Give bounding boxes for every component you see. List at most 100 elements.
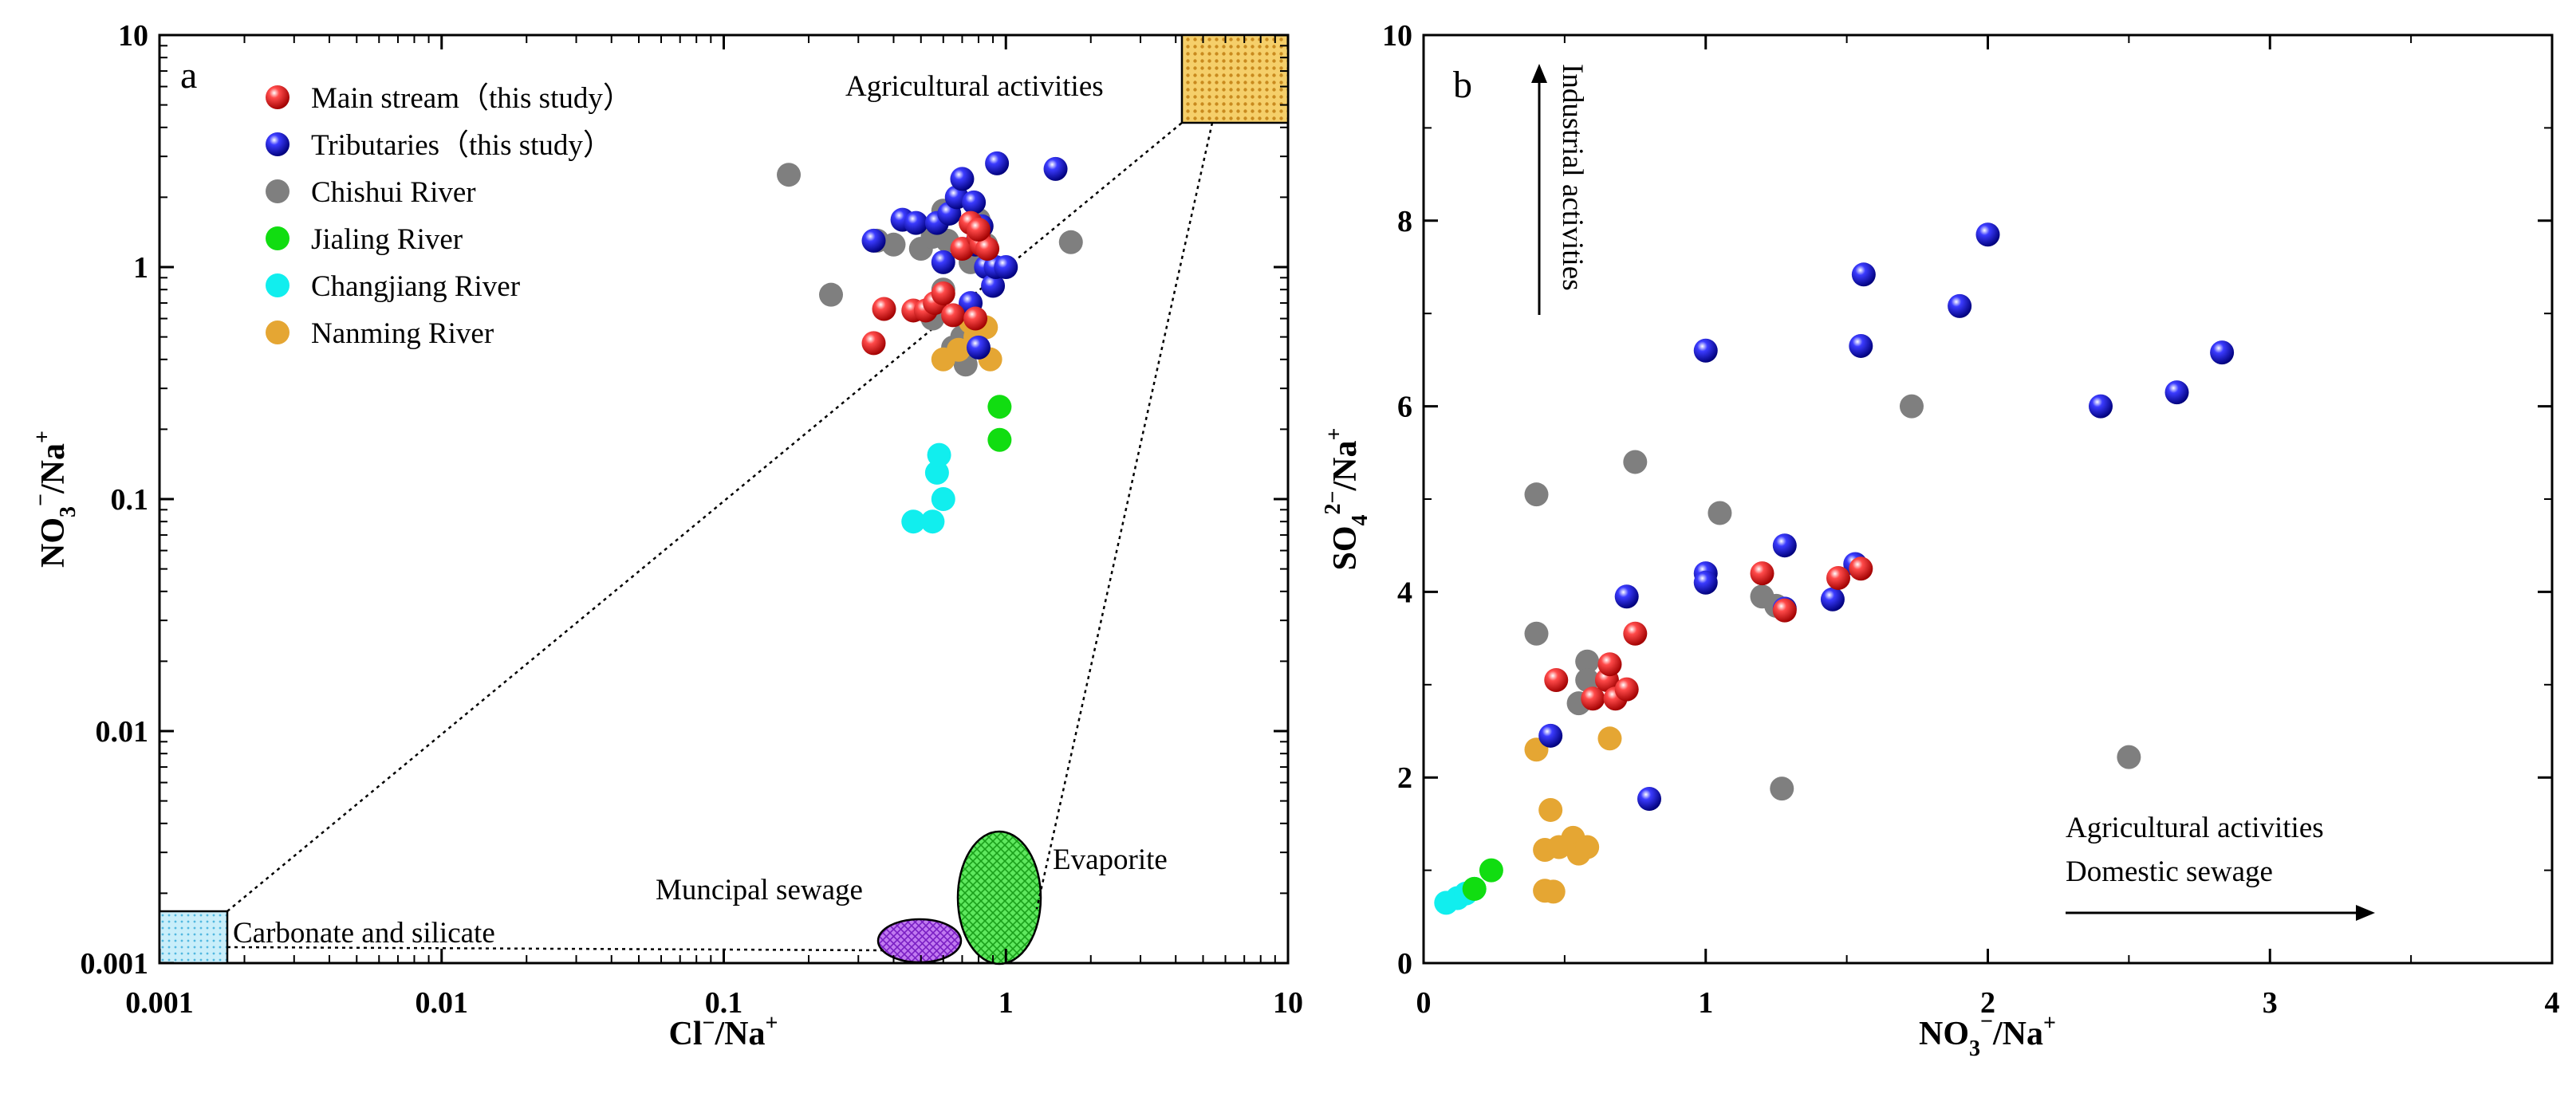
data-point-trib	[1849, 333, 1873, 358]
bx-title-main: NO	[1919, 1016, 1969, 1052]
industrial-activities-label: Industrial activities	[1556, 64, 1589, 291]
data-point-trib	[1614, 584, 1639, 609]
panel-a-x-axis-title: Cl−/Na+	[669, 1011, 778, 1052]
data-point-main	[1597, 652, 1622, 677]
carbonate-silicate-label: Carbonate and silicate	[233, 917, 495, 950]
panel-a-label: a	[180, 54, 197, 96]
data-point-main	[975, 236, 1000, 261]
data-point-trib	[1693, 338, 1718, 363]
y-tick-label: 10	[118, 19, 148, 53]
data-point-trib	[1948, 293, 1972, 318]
by-title-sub: 4	[1348, 514, 1373, 525]
agricultural-activities-label: Agricultural activities	[845, 70, 1104, 103]
data-point-nanming	[947, 337, 971, 362]
y-tick-label: 6	[1397, 391, 1412, 424]
x-tick-label: 3	[2263, 986, 2278, 1020]
data-point-trib	[985, 151, 1010, 175]
data-point-chishui	[1058, 230, 1083, 254]
data-point-chishui	[1575, 649, 1600, 674]
data-point-main	[872, 297, 896, 321]
data-point-trib	[1975, 222, 2000, 247]
data-point-trib	[981, 273, 1006, 298]
data-point-changjiang	[901, 509, 926, 534]
data-point-main	[966, 218, 991, 242]
panel-b-y-axis-title: SO42−/Na+	[1321, 428, 1373, 571]
carbonate-silicate-end-member-box	[158, 910, 229, 965]
data-point-jialing	[987, 395, 1012, 419]
legend-label-changjiang: Changjiang River	[311, 270, 520, 303]
data-point-changjiang	[920, 509, 945, 534]
legend-marker-main-stream	[266, 85, 290, 109]
panel-b: Industrial activities Agricultural activ…	[1321, 19, 2560, 1061]
data-point-changjiang	[924, 460, 949, 485]
legend-marker-nanming	[266, 320, 290, 344]
data-point-chishui	[1524, 482, 1549, 507]
data-point-chishui	[1707, 501, 1732, 525]
x-title-sup2: +	[766, 1011, 778, 1036]
legend-label-main-stream: Main stream（this study）	[311, 82, 632, 115]
legend-label-jialing: Jialing River	[311, 223, 463, 256]
bx-title-sub: 3	[1969, 1036, 1980, 1061]
bx-title-sep: /Na	[1992, 1016, 2043, 1052]
y-tick-label: 0	[1397, 947, 1412, 981]
legend-label-nanming: Nanming River	[311, 317, 494, 350]
y-tick-label: 1	[133, 251, 148, 285]
panel-b-label: b	[1453, 64, 1472, 106]
data-point-trib	[950, 167, 975, 191]
legend-marker-tributaries	[266, 132, 290, 156]
agricultural-arrow-head	[2356, 905, 2375, 921]
mixing-line-upper	[226, 122, 1183, 912]
y-title-sup2: +	[30, 431, 55, 443]
bx-title-sup: −	[1980, 1009, 1993, 1034]
data-point-jialing	[987, 427, 1012, 452]
data-point-main	[1581, 686, 1605, 711]
panel-b-x-axis-title: NO3−/Na+	[1919, 1009, 2056, 1061]
domestic-sewage-label: Domestic sewage	[2066, 855, 2273, 888]
mixing-line-right	[1035, 122, 1214, 910]
data-point-nanming	[1575, 835, 1600, 859]
data-point-chishui	[2117, 745, 2141, 769]
data-point-nanming	[1538, 797, 1563, 822]
data-point-changjiang	[931, 487, 955, 511]
evaporite-ellipse	[956, 830, 1042, 965]
data-point-trib	[962, 190, 987, 214]
data-point-nanming	[1597, 726, 1622, 751]
agricultural-end-member-box	[1180, 33, 1290, 124]
panel-a-data-points	[777, 151, 1083, 534]
data-point-trib	[1820, 587, 1845, 611]
data-point-trib	[2089, 394, 2113, 419]
y-title-sup: −	[29, 494, 53, 506]
panel-b-data-points	[1434, 222, 2235, 915]
data-point-changjiang	[927, 442, 951, 467]
by-title-sup2: +	[1322, 428, 1347, 441]
agricultural-activities-b-label: Agricultural activities	[2066, 812, 2324, 844]
panel-b-axes: 0 1 2 3 4 0 2 4 6 8 10	[1382, 19, 2560, 1020]
data-point-main	[1544, 667, 1569, 692]
x-title-sup: −	[703, 1011, 715, 1036]
data-point-chishui	[1899, 394, 1924, 419]
municipal-sewage-label: Muncipal sewage	[656, 874, 863, 906]
data-point-main	[963, 306, 988, 331]
data-point-chishui	[1575, 667, 1600, 692]
data-point-jialing	[1479, 858, 1503, 883]
by-title-sep: /Na	[1327, 440, 1364, 491]
data-point-chishui	[818, 282, 843, 307]
data-point-trib	[966, 335, 991, 360]
y-title-sub: 3	[56, 506, 81, 517]
x-title-sep: /Na	[715, 1016, 766, 1052]
x-tick-label: 0.1	[705, 986, 743, 1020]
data-point-main	[1772, 598, 1797, 623]
data-point-main	[1623, 621, 1648, 646]
y-tick-label: 10	[1382, 19, 1412, 53]
y-tick-label: 4	[1397, 576, 1412, 609]
y-title-main: NO	[35, 517, 72, 568]
x-tick-label: 0	[1416, 986, 1432, 1020]
data-point-trib	[994, 255, 1018, 279]
data-point-main	[1826, 565, 1851, 590]
panel-a-axes: 0.001 0.01 0.1 1 10 0.001 0.01 0.1 1 10	[81, 19, 1304, 1020]
data-point-trib	[1538, 723, 1563, 748]
data-point-trib	[1693, 570, 1718, 595]
data-point-main	[941, 303, 966, 328]
end-member-regions	[158, 33, 1290, 965]
